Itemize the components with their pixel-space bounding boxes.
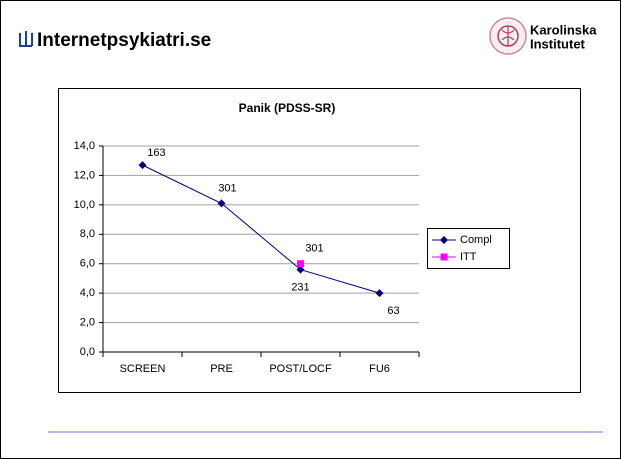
- y-tick-label: 10,0: [74, 199, 95, 211]
- legend-label: Compl: [460, 234, 492, 246]
- institute-name: Karolinska: [530, 22, 597, 37]
- y-tick-label: 8,0: [80, 228, 95, 240]
- y-tick-label: 14,0: [74, 140, 95, 152]
- x-tick-label: FU6: [369, 363, 390, 375]
- legend-box: [427, 228, 510, 269]
- series-line: [142, 164, 380, 294]
- data-point: [375, 289, 384, 298]
- institute-seal: [489, 17, 527, 55]
- institute-name: Institutet: [530, 36, 586, 51]
- x-tick-label: PRE: [210, 363, 233, 375]
- data-point: [138, 161, 147, 170]
- chart-title: Panik (PDSS-SR): [239, 101, 336, 115]
- y-tick-label: 0,0: [80, 346, 95, 358]
- point-label: 301: [305, 243, 323, 255]
- x-tick-label: SCREEN: [120, 363, 166, 375]
- y-tick-label: 2,0: [80, 316, 95, 328]
- legend-label: ITT: [460, 251, 477, 263]
- y-tick-label: 4,0: [80, 287, 95, 299]
- legend-marker: [440, 253, 448, 261]
- data-point: [217, 199, 226, 208]
- site-name: Internetpsykiatri.se: [37, 30, 211, 51]
- point-label: 231: [291, 282, 309, 294]
- point-label: 163: [147, 147, 165, 159]
- data-point: [297, 260, 304, 268]
- point-label: 301: [218, 182, 236, 194]
- x-tick-label: POST/LOCF: [269, 363, 332, 375]
- data-point: [296, 265, 305, 274]
- y-tick-label: 6,0: [80, 258, 95, 270]
- site-logo-icon: [19, 31, 33, 47]
- legend-marker: [440, 236, 448, 244]
- point-label: 63: [387, 305, 399, 317]
- y-tick-label: 12,0: [74, 169, 95, 181]
